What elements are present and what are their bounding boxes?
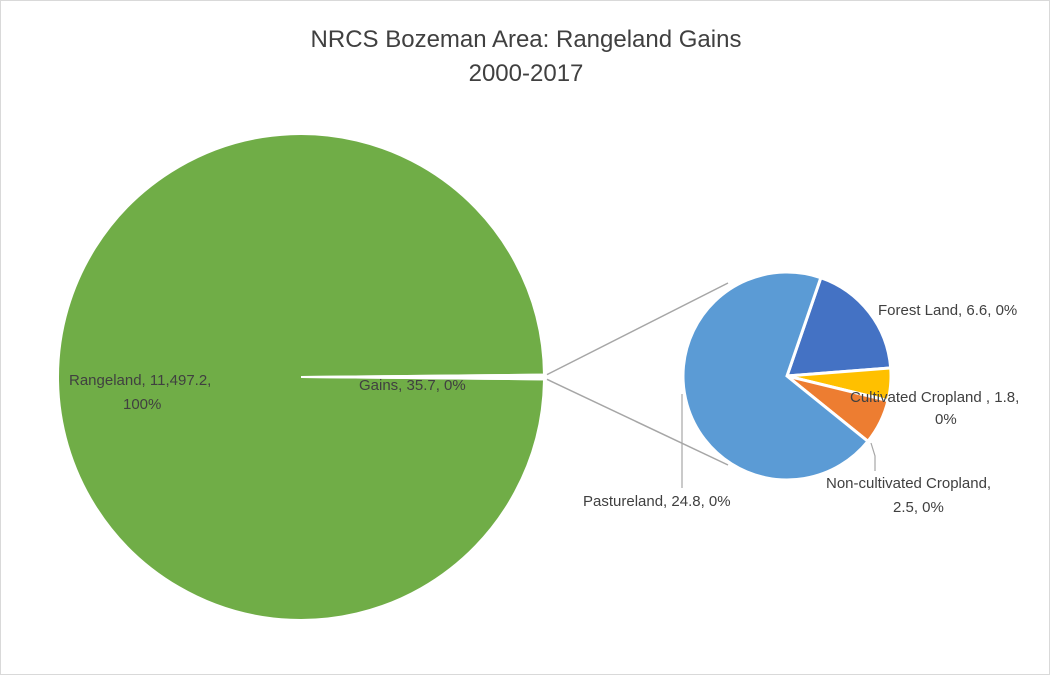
data-label-rangeland: Rangeland, 11,497.2, 100% [69,372,216,413]
data-label-gains: Gains, 35.7, 0% [359,377,466,394]
leader-lines [681,394,876,488]
chart-title-line-2: 2000-2017 [469,60,584,87]
data-label-cultivated-cropland: Cultivated Cropland , 1.8, 0% [850,389,1023,428]
data-label-non-cultivated-cropland: Non-cultivated Cropland, 2.5, 0% [826,475,995,516]
chart-title-line-1: NRCS Bozeman Area: Rangeland Gains [311,26,742,53]
connector-line-top [546,282,729,376]
main-pie-slice-gains [300,373,546,381]
chart-title: NRCS Bozeman Area: Rangeland Gains 2000-… [311,26,742,87]
main-pie [57,133,546,621]
secondary-pie [681,270,893,482]
data-label-pastureland: Pastureland, 24.8, 0% [583,493,731,510]
leader-line-non-cultivated-cropland [870,442,876,471]
secondary-pie-slice-pastureland [681,270,871,482]
data-labels: Rangeland, 11,497.2, 100% Gains, 35.7, 0… [69,302,1023,516]
connector-line-bottom [546,378,729,466]
series-connector-lines [546,282,729,466]
data-label-forest-land: Forest Land, 6.6, 0% [878,302,1017,319]
